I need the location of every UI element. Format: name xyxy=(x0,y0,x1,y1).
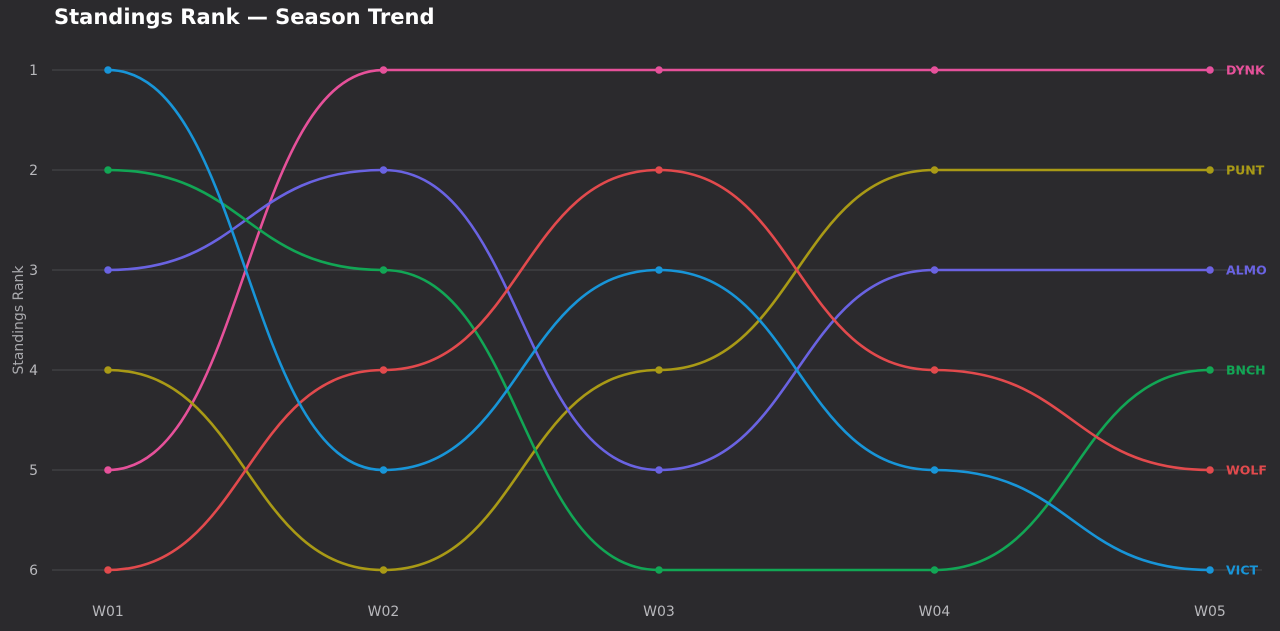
data-point-bnch-w04 xyxy=(930,566,939,574)
series-label-vict: VICT xyxy=(1226,563,1258,578)
series-label-punt: PUNT xyxy=(1226,163,1265,178)
data-point-wolf-w04 xyxy=(930,366,939,374)
data-point-vict-w05 xyxy=(1206,566,1214,574)
data-point-wolf-w02 xyxy=(379,366,388,374)
data-point-dynk-w02 xyxy=(379,66,388,74)
data-point-punt-w03 xyxy=(655,366,663,374)
series-line-punt xyxy=(106,168,1212,572)
series-line-vict xyxy=(106,68,1212,572)
y-tick-label: 2 xyxy=(29,163,38,179)
data-point-bnch-w05 xyxy=(1206,366,1214,374)
series-label-dynk: DYNK xyxy=(1226,63,1266,78)
series-line-almo xyxy=(106,168,1212,472)
y-axis-label: Standings Rank xyxy=(11,265,27,375)
chart-title: Standings Rank — Season Trend xyxy=(54,5,435,29)
data-point-almo-w01 xyxy=(104,266,112,274)
data-point-wolf-w01 xyxy=(104,566,112,574)
series-lines xyxy=(106,68,1212,572)
data-point-almo-w05 xyxy=(1206,266,1214,274)
data-point-dynk-w01 xyxy=(104,466,112,474)
data-point-almo-w03 xyxy=(655,466,663,474)
data-point-wolf-w05 xyxy=(1206,466,1214,474)
data-point-almo-w04 xyxy=(930,266,939,274)
data-point-vict-w03 xyxy=(655,266,663,274)
data-point-punt-w05 xyxy=(1206,166,1214,174)
data-point-dynk-w05 xyxy=(1206,66,1214,74)
y-axis-ticks: 1 2 3 4 5 6 xyxy=(29,63,38,579)
data-point-bnch-w02 xyxy=(379,266,388,274)
data-point-dynk-w03 xyxy=(655,66,663,74)
y-tick-label: 5 xyxy=(29,463,38,479)
data-point-vict-w04 xyxy=(930,466,939,474)
data-point-punt-w01 xyxy=(104,366,112,374)
data-point-punt-w04 xyxy=(930,166,939,174)
x-tick-label: W03 xyxy=(643,604,675,620)
data-point-bnch-w03 xyxy=(655,566,663,574)
series-line-bnch xyxy=(106,168,1212,572)
series-label-bnch: BNCH xyxy=(1226,363,1266,378)
data-point-punt-w02 xyxy=(379,566,388,574)
data-point-bnch-w01 xyxy=(104,166,112,174)
data-point-vict-w02 xyxy=(379,466,388,474)
series-label-almo: ALMO xyxy=(1226,263,1267,278)
data-point-wolf-w03 xyxy=(655,166,663,174)
series-points xyxy=(104,66,1214,574)
series-line-dynk xyxy=(106,68,1212,472)
series-end-labels: DYNK PUNT ALMO BNCH WOLF VICT xyxy=(1226,63,1267,578)
data-point-vict-w01 xyxy=(104,66,112,74)
gridlines xyxy=(52,69,1262,571)
data-point-dynk-w04 xyxy=(930,66,939,74)
y-tick-label: 6 xyxy=(29,563,38,579)
data-point-almo-w02 xyxy=(379,166,388,174)
series-label-wolf: WOLF xyxy=(1226,463,1267,478)
y-tick-label: 3 xyxy=(29,263,38,279)
x-tick-label: W01 xyxy=(92,604,124,620)
x-tick-label: W02 xyxy=(368,604,400,620)
x-tick-label: W05 xyxy=(1194,604,1226,620)
x-tick-label: W04 xyxy=(919,604,951,620)
x-axis-ticks: W01 W02 W03 W04 W05 xyxy=(92,604,1226,620)
y-tick-label: 4 xyxy=(29,363,38,379)
y-tick-label: 1 xyxy=(29,63,38,79)
